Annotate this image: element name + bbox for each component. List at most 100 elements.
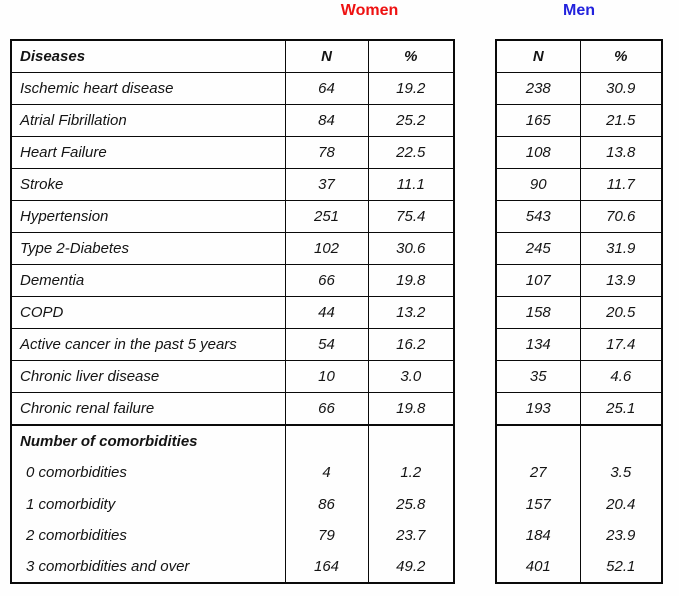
pct-value: 17.4 [579,329,662,360]
table-row: 245 31.9 [497,232,661,264]
n-value: 64 [284,73,368,104]
comorbidities-section-label: Number of comorbidities [20,433,198,451]
men-table-header-row: N % [497,41,661,72]
table-row: 165 21.5 [497,104,661,136]
pct-value: 75.4 [367,201,454,232]
table-row: 158 20.5 [497,296,661,328]
pct-value: 25.1 [579,393,662,424]
n-value: 66 [284,265,368,296]
pct-value: 19.8 [367,393,454,424]
table-row: 108 13.8 [497,136,661,168]
disease-label: Atrial Fibrillation [20,112,127,129]
table-row: 543 70.6 [497,200,661,232]
pct-value: 22.5 [367,137,454,168]
section-spacer-row [497,426,662,458]
n-value: 44 [284,297,368,328]
pct-value: 1.2 [367,457,454,489]
n-value: 108 [525,144,551,161]
n-value: 134 [525,336,551,353]
n-value: 66 [284,393,368,424]
pct-value: 52.1 [579,551,662,583]
pct-value: 20.4 [579,488,662,520]
pct-value: 70.6 [579,201,662,232]
n-value: 251 [284,201,368,232]
table-row: Heart Failure 78 22.5 [12,136,453,168]
table-row: Atrial Fibrillation 84 25.2 [12,104,453,136]
n-value: 164 [284,551,368,583]
n-value: 193 [525,400,551,417]
disease-label: 0 comorbidities [26,464,127,482]
n-value: 4 [284,457,368,489]
n-value: 238 [525,80,551,97]
pct-value: 30.6 [367,233,454,264]
men-column-group-label: Men [563,2,595,19]
table-row: 107 13.9 [497,264,661,296]
n-value: 90 [529,176,547,193]
empty-cell [497,426,580,457]
table-row: Active cancer in the past 5 years 54 16.… [12,328,453,360]
table-row: Type 2-Diabetes 102 30.6 [12,232,453,264]
n-value: 184 [525,527,551,545]
table-row: 184 23.9 [497,519,662,552]
table-row: 0 comorbidities 4 1.2 [12,457,454,489]
disease-label: Chronic renal failure [20,400,155,417]
table-row: 1 comorbidity 86 25.8 [12,488,454,520]
disease-label: Active cancer in the past 5 years [20,336,237,353]
pct-value: 19.8 [367,265,454,296]
n-value: 245 [525,240,551,257]
disease-label: Type 2-Diabetes [20,240,129,257]
n-value: 27 [529,464,547,482]
table-row: Chronic liver disease 10 3.0 [12,360,453,392]
men-table: N % 238 30.9 165 21.5 108 13.8 90 11.7 5… [495,39,663,585]
women-column-group-label: Women [340,2,399,19]
pct-column-header: % [579,41,662,72]
n-value: 86 [284,488,368,520]
pct-value: 4.6 [579,361,662,392]
n-value: 107 [525,272,551,289]
table-row: Stroke 37 11.1 [12,168,453,200]
empty-cell [579,426,662,458]
n-value: 79 [284,519,368,552]
pct-column-header: % [367,41,454,72]
n-column-header: N [532,48,544,65]
women-disease-rows: Ischemic heart disease 64 19.2 Atrial Fi… [12,72,453,424]
n-value: 84 [284,105,368,136]
table-row: 401 52.1 [497,551,662,583]
pct-value: 23.9 [579,519,662,552]
women-table-header-row: Diseases N % [12,41,453,72]
table-row: 3 comorbidities and over 164 49.2 [12,551,453,583]
pct-value: 16.2 [367,329,454,360]
table-row: 193 25.1 [497,392,661,424]
table-row: 35 4.6 [497,360,661,392]
n-value: 54 [284,329,368,360]
table-row: 134 17.4 [497,328,661,360]
section-header-row: Number of comorbidities [12,426,453,458]
disease-label: Dementia [20,272,85,289]
n-value: 37 [284,169,368,200]
pct-value: 13.8 [579,137,662,168]
men-disease-rows: 238 30.9 165 21.5 108 13.8 90 11.7 543 7… [497,72,661,424]
disease-label: Chronic liver disease [20,368,160,385]
disease-label: 3 comorbidities and over [26,558,190,576]
n-value: 10 [284,361,368,392]
n-value: 78 [284,137,368,168]
table-row: Ischemic heart disease 64 19.2 [12,72,453,104]
table-row: Dementia 66 19.8 [12,264,453,296]
empty-cell [284,426,368,458]
pct-value: 13.9 [579,265,662,296]
pct-value: 31.9 [579,233,662,264]
table-row: COPD 44 13.2 [12,296,453,328]
disease-label: 1 comorbidity [26,495,116,513]
disease-label: Heart Failure [20,144,107,161]
pct-value: 11.1 [367,169,454,200]
pct-value: 11.7 [579,169,662,200]
n-value: 543 [525,208,551,225]
men-comorbidities-section: 27 3.5 157 20.4 184 23.9 401 52.1 [497,424,662,583]
table-row: Chronic renal failure 66 19.8 [12,392,453,424]
pct-value: 19.2 [367,73,454,104]
table-row: 27 3.5 [497,457,661,489]
pct-value: 25.8 [367,488,454,520]
women-table: Diseases N % Ischemic heart disease 64 1… [10,39,455,585]
pct-value: 25.2 [367,105,454,136]
